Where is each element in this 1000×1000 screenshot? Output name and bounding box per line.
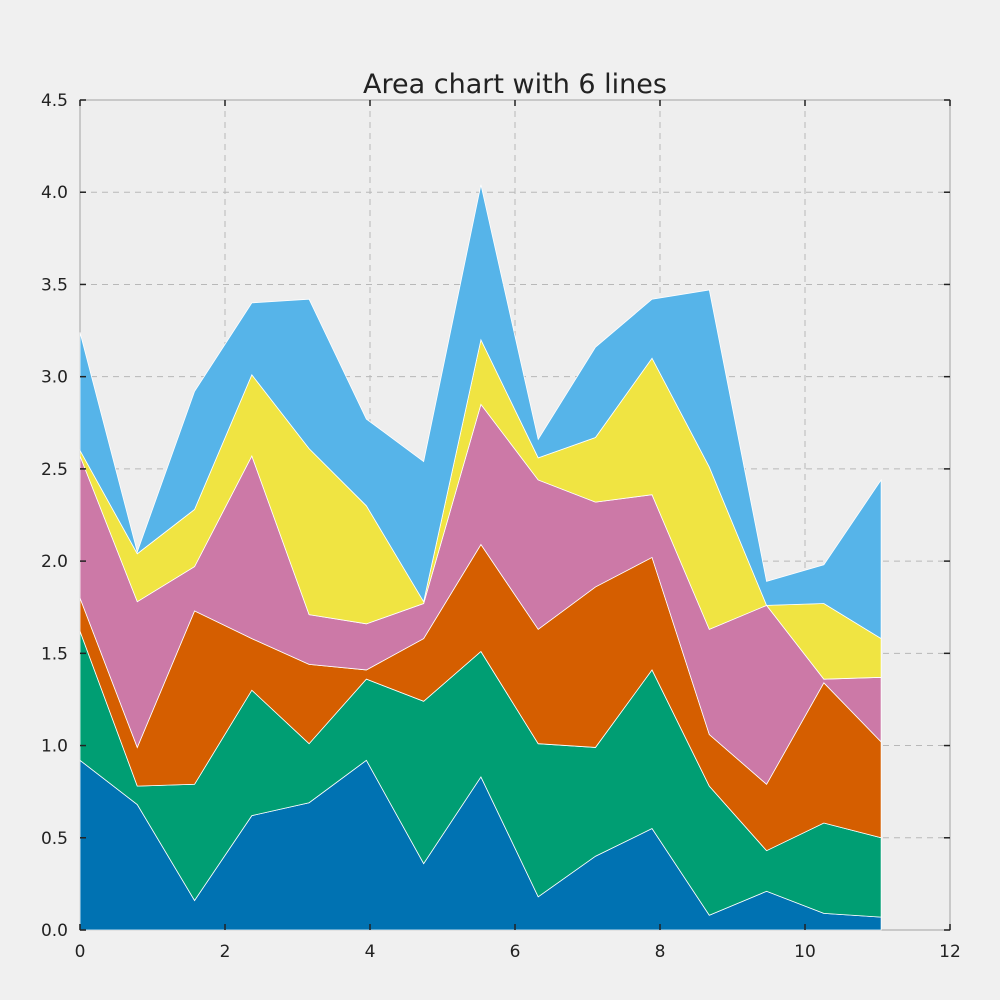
y-tick-label: 3.0 xyxy=(41,368,68,388)
area-series-layer xyxy=(79,184,882,931)
x-tick-label: 4 xyxy=(365,942,376,962)
axis-ticks: 0 2 4 6 8 10 12 0.0 0.5 1.0 1.5 2.0 2.5 3.0 3.5 4.0 4.5 xyxy=(41,91,961,962)
chart-title: Area chart with 6 lines xyxy=(363,69,667,100)
x-tick-label: 10 xyxy=(794,942,816,962)
x-tick-label: 6 xyxy=(510,942,521,962)
y-tick-label: 2.0 xyxy=(41,552,68,572)
x-tick-label: 2 xyxy=(220,942,231,962)
x-tick-label: 8 xyxy=(655,942,666,962)
y-tick-label: 0.0 xyxy=(41,921,68,941)
y-tick-label: 2.5 xyxy=(41,460,68,480)
y-tick-label: 4.0 xyxy=(41,183,68,203)
y-tick-label: 3.5 xyxy=(41,275,68,295)
y-tick-label: 1.5 xyxy=(41,644,68,664)
x-tick-label: 12 xyxy=(939,942,961,962)
y-tick-label: 4.5 xyxy=(41,91,68,111)
y-tick-label: 1.0 xyxy=(41,737,68,757)
area-series-6 xyxy=(79,184,882,640)
x-tick-label: 0 xyxy=(75,942,86,962)
y-tick-label: 0.5 xyxy=(41,829,68,849)
